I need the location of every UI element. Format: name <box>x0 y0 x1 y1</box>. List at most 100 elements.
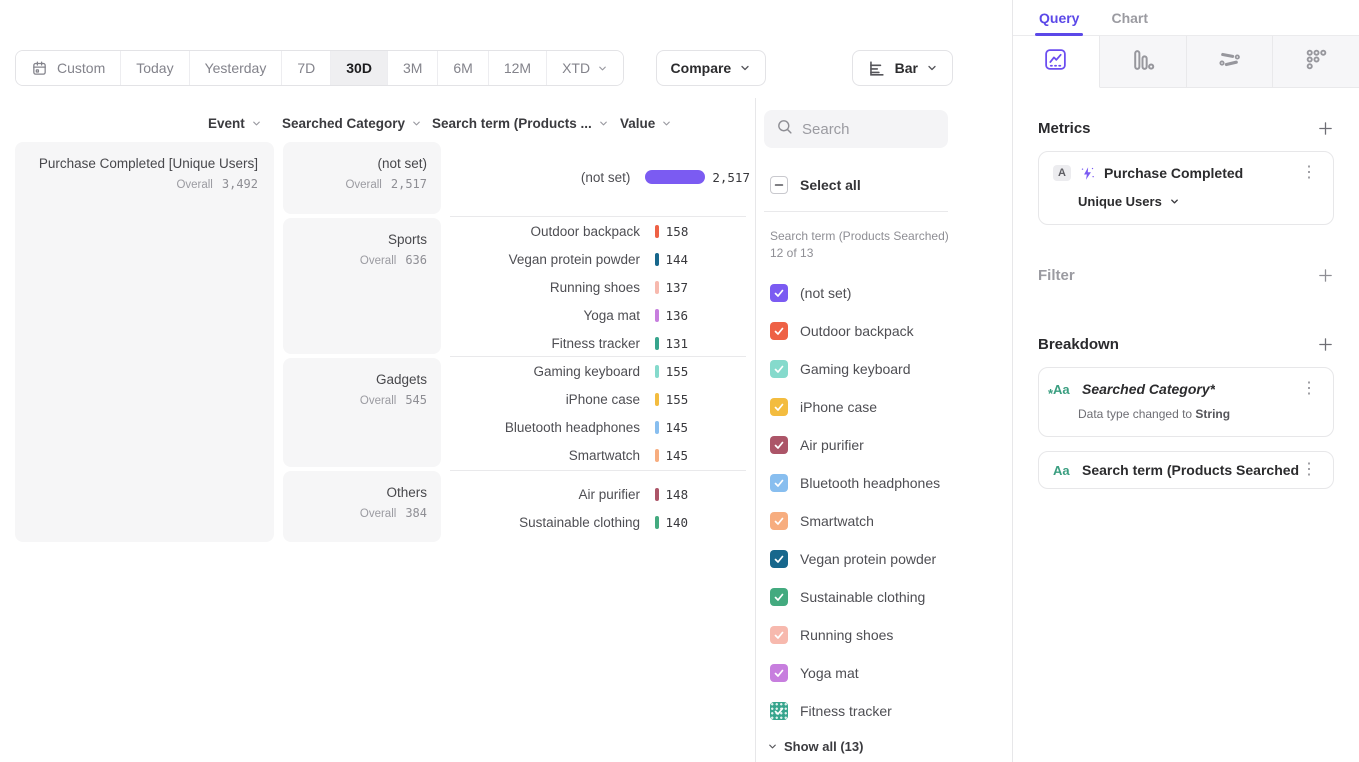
series-item-iphone-case[interactable]: iPhone case <box>756 388 1012 426</box>
series-item-fitness-tracker[interactable]: Fitness tracker <box>756 692 1012 730</box>
term-label: Smartwatch <box>568 447 640 463</box>
breakdown-note: Data type changed to String <box>1078 407 1231 421</box>
series-checkbox[interactable] <box>770 473 788 492</box>
breakdown-card-searched-category[interactable]: * Aa Searched Category* ⋮ Data type chang… <box>1038 367 1334 437</box>
series-checkbox[interactable] <box>770 663 788 682</box>
show-all-button[interactable]: Show all (13) <box>767 739 1012 754</box>
series-item-air-purifier[interactable]: Air purifier <box>756 426 1012 464</box>
add-metric-button[interactable] <box>1317 120 1334 137</box>
series-checkbox[interactable] <box>770 701 788 720</box>
filter-header: Filter <box>1038 267 1334 284</box>
date-range-6m[interactable]: 6M <box>437 51 488 85</box>
add-filter-button[interactable] <box>1317 267 1334 284</box>
report-type-tabs <box>1013 36 1359 88</box>
term-row-fitness-tracker: Fitness tracker 131 <box>450 329 750 357</box>
series-checkbox[interactable] <box>770 435 788 454</box>
search-input[interactable] <box>802 120 932 138</box>
date-range-label: 30D <box>346 60 372 76</box>
chart-type-button[interactable]: Bar <box>851 50 953 86</box>
series-item-not-set[interactable]: (not set) <box>756 274 1012 312</box>
term-value: 2,517 <box>712 169 750 185</box>
chevron-down-icon <box>597 63 608 74</box>
term-row-iphone-case: iPhone case 155 <box>450 385 750 413</box>
series-item-outdoor-backpack[interactable]: Outdoor backpack <box>756 312 1012 350</box>
term-value: 148 <box>665 486 689 502</box>
series-checkbox[interactable] <box>770 625 788 644</box>
column-header-search-term-products[interactable]: Search term (Products ... <box>432 116 609 131</box>
breakdown-kebab-menu[interactable]: ⋮ <box>1301 461 1317 478</box>
value-bar[interactable] <box>655 280 659 294</box>
term-value: 136 <box>665 307 689 323</box>
add-breakdown-button[interactable] <box>1317 336 1334 353</box>
value-bar[interactable] <box>655 336 659 350</box>
term-value: 145 <box>665 419 689 435</box>
series-item-running-shoes[interactable]: Running shoes <box>756 616 1012 654</box>
series-item-gaming-keyboard[interactable]: Gaming keyboard <box>756 350 1012 388</box>
date-range-yesterday[interactable]: Yesterday <box>188 51 282 85</box>
date-range-7d[interactable]: 7D <box>281 51 331 85</box>
select-all-checkbox[interactable] <box>770 176 788 194</box>
string-property-icon: Aa <box>1053 462 1070 478</box>
metric-title: Purchase Completed <box>1103 165 1244 181</box>
value-bar[interactable] <box>655 487 659 501</box>
value-bar[interactable] <box>655 224 659 238</box>
value-bar[interactable] <box>655 308 659 322</box>
value-bar[interactable] <box>655 420 659 434</box>
select-all[interactable]: Select all <box>770 176 1012 194</box>
value-bar[interactable] <box>655 515 659 529</box>
metric-kebab-menu[interactable]: ⋮ <box>1301 164 1317 181</box>
value-bar[interactable] <box>655 448 659 462</box>
value-bar[interactable] <box>655 364 659 378</box>
metric-card[interactable]: A Purchase Completed ⋮ Unique Users <box>1038 151 1334 225</box>
bar-chart-icon <box>867 59 886 78</box>
tab-query[interactable]: Query <box>1034 0 1084 36</box>
report-tab-retention[interactable] <box>1273 36 1359 88</box>
series-item-vegan-protein-powder[interactable]: Vegan protein powder <box>756 540 1012 578</box>
term-value: 137 <box>665 279 689 295</box>
value-bar[interactable] <box>655 392 659 406</box>
search-box[interactable] <box>764 110 948 148</box>
date-range-xtd[interactable]: XTD <box>546 51 624 85</box>
chevron-down-icon <box>598 118 609 129</box>
series-label: Bluetooth headphones <box>800 474 941 491</box>
report-tab-funnel[interactable] <box>1099 36 1187 88</box>
series-item-sustainable-clothing[interactable]: Sustainable clothing <box>756 578 1012 616</box>
series-checkbox[interactable] <box>770 359 788 378</box>
date-range-3m[interactable]: 3M <box>386 51 438 85</box>
series-item-smartwatch[interactable]: Smartwatch <box>756 502 1012 540</box>
compare-button[interactable]: Compare <box>655 50 767 86</box>
metrics-header: Metrics <box>1038 120 1334 137</box>
report-tab-insights[interactable] <box>1013 36 1100 88</box>
tab-chart[interactable]: Chart <box>1111 9 1149 26</box>
date-range-custom[interactable]: Custom <box>16 51 121 85</box>
column-header-event[interactable]: Event <box>208 116 262 131</box>
value-bar[interactable] <box>655 252 659 266</box>
date-range-today[interactable]: Today <box>120 51 189 85</box>
date-range-label: 12M <box>503 60 532 76</box>
breakdown-kebab-menu[interactable]: ⋮ <box>1301 380 1317 397</box>
series-item-bluetooth-headphones[interactable]: Bluetooth headphones <box>756 464 1012 502</box>
date-range-12m[interactable]: 12M <box>487 51 547 85</box>
breakdown-card-search-term[interactable]: Aa Search term (Products Searched) ⋮ <box>1038 451 1334 489</box>
date-range-30d[interactable]: 30D <box>330 51 387 85</box>
series-item-yoga-mat[interactable]: Yoga mat <box>756 654 1012 692</box>
series-checkbox[interactable] <box>770 587 788 606</box>
term-label: Sustainable clothing <box>519 514 640 530</box>
series-checkbox[interactable] <box>770 283 788 302</box>
series-checkbox[interactable] <box>770 397 788 416</box>
chevron-down-icon <box>1169 196 1180 207</box>
series-checkbox[interactable] <box>770 511 788 530</box>
metric-measure-dropdown[interactable]: Unique Users <box>1078 194 1319 209</box>
column-header-value[interactable]: Value <box>620 116 672 131</box>
series-checkbox[interactable] <box>770 321 788 340</box>
term-label: Gaming keyboard <box>533 363 640 379</box>
column-header-searched-category[interactable]: Searched Category <box>282 116 422 131</box>
event-overall: Overall 3,492 <box>25 177 258 191</box>
query-sidebar: Query Chart Metrics A Purchase Completed… <box>1013 0 1359 762</box>
term-label: Fitness tracker <box>551 335 640 351</box>
category-cell-gadgets: Gadgets Overall 545 <box>283 358 441 467</box>
value-bar[interactable] <box>645 170 706 184</box>
series-checkbox[interactable] <box>770 549 788 568</box>
report-tab-flows[interactable] <box>1186 36 1274 88</box>
series-label: Outdoor backpack <box>800 322 914 339</box>
